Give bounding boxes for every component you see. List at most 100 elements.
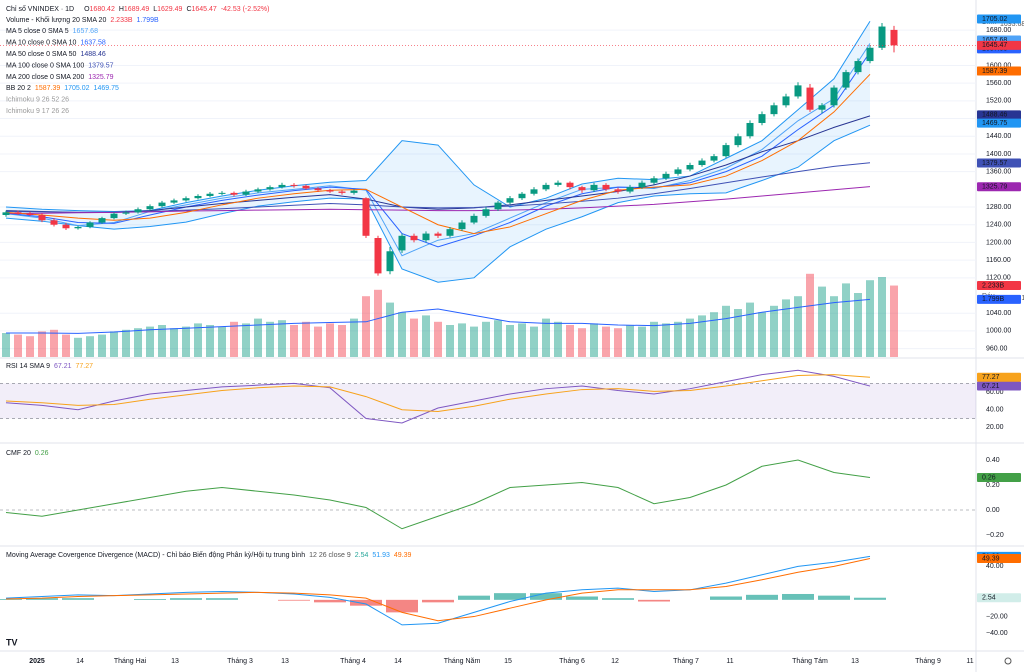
volume-bar [278,320,286,357]
pane-value: 77.27 [76,363,94,370]
volume-bar [602,326,610,357]
volume-bar [494,320,502,357]
volume-bar [386,302,394,357]
y-tick-label: 20.00 [986,424,1004,431]
volume-bar [890,285,898,357]
volume-bar [794,296,802,357]
volume-bar [434,321,442,357]
candle-body [314,188,322,191]
ohlc-label: O [84,6,90,13]
macd-histogram [458,595,490,600]
candle-body [62,224,70,229]
y-tick-label: 40.00 [986,563,1004,570]
volume-bar [554,321,562,357]
legend-label: Ichimoku 9 17 26 26 [6,108,69,115]
volume-bar [722,305,730,357]
volume-bar [638,326,646,357]
volume-bar [578,328,586,357]
x-tick-label: Tháng Năm [444,658,481,665]
candle-body [446,229,454,236]
volume-bar [374,289,382,357]
y-tick-label: 1240.00 [986,222,1011,229]
volume-bar [698,315,706,357]
macd-histogram [170,598,202,600]
x-tick-label: 11 [966,658,973,665]
candle-body [434,233,442,236]
y-tick-label: −0.20 [986,532,1004,539]
candle-body [722,145,730,157]
y-tick-label: −20.00 [986,613,1008,620]
volume-bar [830,296,838,357]
candle-body [842,72,850,88]
axis-value: 2.233B [982,282,1005,289]
pane-value: 49.39 [394,552,412,559]
ohlc-value: 1680.42 [90,6,115,13]
candle-body [638,182,646,188]
x-tick-label: 13 [171,658,179,665]
x-tick-label: 13 [281,658,289,665]
volume-bar [170,328,178,357]
volume-bar [590,323,598,357]
logo: TV [6,637,18,647]
volume-bar [362,296,370,357]
y-tick-label: 1560.00 [986,80,1011,87]
volume-bar [806,273,814,357]
y-tick-label: −40.00 [986,630,1008,637]
volume-bar [206,325,214,357]
volume-bar [146,326,154,357]
candle-body [602,184,610,190]
candle-body [122,212,130,214]
macd-histogram [278,599,310,601]
axis-value-box [977,381,1021,391]
candle-body [818,105,826,110]
volume-bar [26,336,34,357]
macd-histogram [818,595,850,600]
indicator-line [5,558,871,622]
axis-value: 2.54 [982,595,996,602]
legend-value: 1657.68 [73,28,98,35]
candle-body [254,189,262,192]
legend-value: 1469.75 [94,85,119,92]
candle-body [566,182,574,188]
candle-body [878,26,886,48]
volume-bar [134,328,142,357]
y-tick-label: 1600.00 [986,62,1011,69]
volume-bar [626,325,634,357]
macd-histogram [62,598,94,600]
candle-body [782,96,790,106]
moving-average [5,186,871,215]
macd-histogram [350,599,382,606]
candle-body [890,29,898,46]
ohlc-label: C [186,6,191,13]
indicator-line [5,459,871,530]
x-tick-label: Tháng Tám [792,658,828,665]
axis-value-box [977,110,1021,120]
y-tick-label: 1280.00 [986,204,1011,211]
candle-body [242,191,250,195]
macd-histogram [530,593,562,600]
volume-bar [782,299,790,357]
macd-histogram [566,596,598,600]
legend-value: 1379.57 [88,62,113,69]
settings-icon[interactable] [1004,657,1012,665]
indicator-line [5,555,871,626]
y-tick-label: 1400.00 [986,151,1011,158]
legend-label: MA 10 close 0 SMA 10 [6,40,77,47]
x-tick-label: 2025 [29,658,45,665]
candle-body [626,187,634,192]
axis-value-box [977,66,1021,76]
axis-value-box [977,118,1021,128]
axis-value-box [977,593,1021,603]
macd-histogram [206,598,238,600]
y-tick-label: 0.40 [986,457,1000,464]
volume-bar [410,318,418,357]
bollinger-fill [6,21,870,283]
candle-body [806,87,814,110]
volume-bar [734,309,742,357]
volume-bar [2,333,10,357]
y-tick-label: 0.00 [986,507,1000,514]
candle-body [686,165,694,170]
y-tick-label: 40.00 [986,407,1004,414]
volume-bar [158,325,166,357]
candle-body [302,185,310,189]
